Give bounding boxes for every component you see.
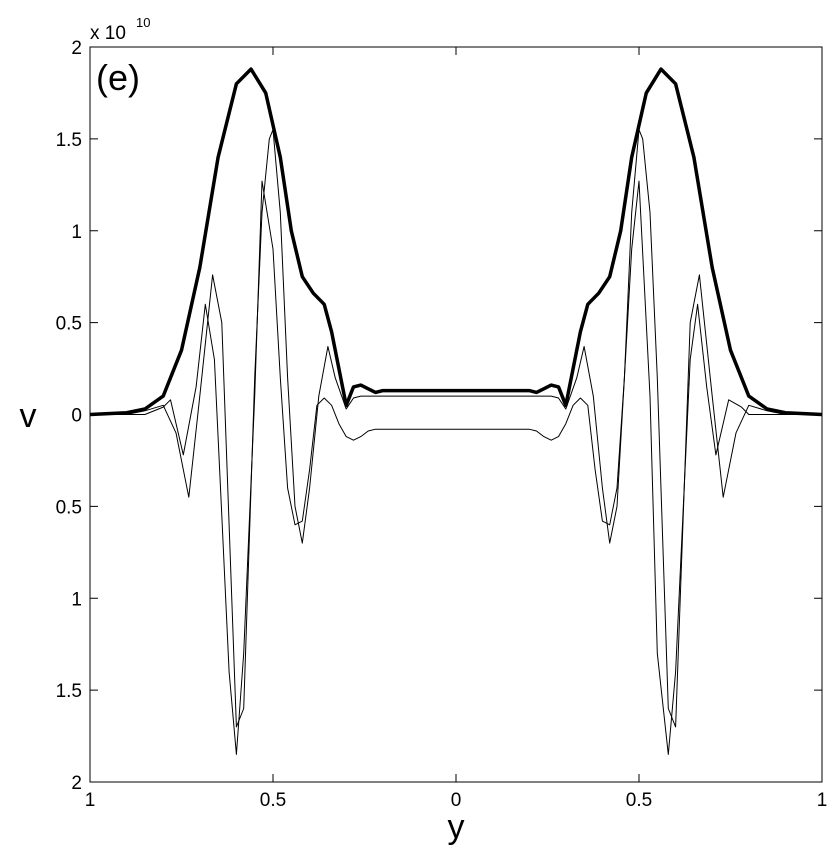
tick-layer [89, 46, 823, 783]
series-line-3 [90, 180, 822, 755]
x-tick-label: 0.5 [260, 790, 286, 811]
x-tick-label: 0 [451, 790, 462, 811]
y-tick-label: 1 [71, 589, 82, 610]
series-layer [89, 67, 823, 755]
series-line-2 [90, 129, 822, 728]
y-tick-label: 1.5 [56, 130, 82, 151]
y-axis-title: v [20, 397, 37, 435]
tick-label-layer: 1 0.5 0 0.5 121.510.500.511.52 [56, 38, 828, 811]
exponent-label: x 10 [90, 23, 126, 44]
x-tick-label: 1 [817, 790, 828, 811]
exponent-power: 10 [136, 15, 150, 30]
y-tick-label: 2 [71, 773, 82, 794]
y-tick-label: 1.5 [56, 681, 82, 702]
series-line-1 [89, 67, 823, 417]
y-tick-label: 2 [71, 38, 82, 59]
plot-frame [89, 46, 823, 783]
x-tick-label: 0.5 [626, 790, 652, 811]
x-axis-title: y [448, 808, 465, 846]
y-tick-label: 1 [71, 222, 82, 243]
y-tick-label: 0.5 [56, 497, 82, 518]
x-tick-label: 1 [85, 790, 96, 811]
panel-label: (e) [96, 57, 140, 98]
y-tick-label: 0 [71, 406, 82, 427]
y-tick-label: 0.5 [56, 314, 82, 335]
